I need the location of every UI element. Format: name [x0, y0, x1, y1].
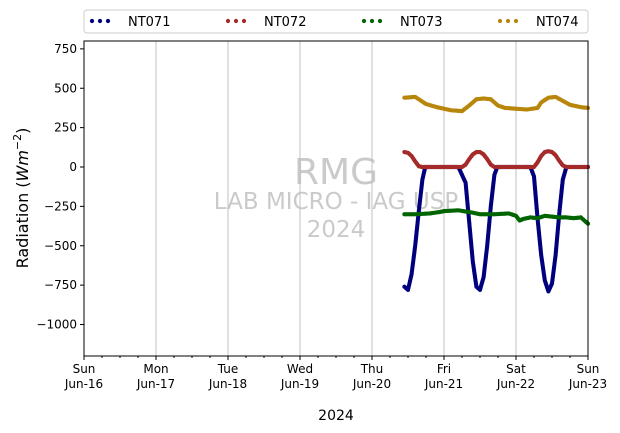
x-tick-label-date: Jun-16: [64, 377, 103, 391]
x-tick-label-dow: Fri: [437, 362, 451, 376]
x-tick-label-dow: Sun: [73, 362, 96, 376]
y-tick-label: −500: [44, 239, 77, 253]
x-axis-label: 2024: [318, 408, 354, 424]
x-tick-label-dow: Wed: [287, 362, 313, 376]
y-axis-label: Radiation (Wm−2): [11, 128, 32, 269]
legend-label: NT074: [536, 15, 578, 30]
watermark-line-3: 2024: [307, 217, 366, 243]
watermark-line-1: RMG: [294, 152, 378, 193]
legend: NT071 NT072 NT073 NT074: [83, 9, 589, 34]
legend-box: [83, 9, 589, 34]
series-NT073: [402, 208, 591, 226]
legend-marker: [505, 18, 511, 24]
x-tick-label-dow: Thu: [360, 362, 384, 376]
legend-entry-NT074: NT074: [497, 15, 578, 30]
x-tick-label-date: Jun-18: [208, 377, 247, 391]
x-tick-label-date: Jun-22: [496, 377, 535, 391]
data-series: [402, 94, 591, 294]
legend-marker: [233, 18, 239, 24]
y-axis-label-unit: Wm: [13, 150, 32, 181]
x-tick-label-date: Jun-20: [352, 377, 391, 391]
y-axis-label-close: ): [13, 128, 32, 134]
series-NT072: [402, 149, 591, 170]
x-axis-ticks: SunJun-16MonJun-17TueJun-18WedJun-19ThuJ…: [64, 356, 607, 391]
y-tick-label: −1000: [36, 318, 77, 332]
x-tick-label-dow: Sat: [506, 362, 526, 376]
legend-marker: [369, 18, 375, 24]
gridlines: [155, 41, 517, 356]
y-tick-label: −750: [44, 278, 77, 292]
legend-marker: [89, 18, 95, 24]
legend-entry-NT071: NT071: [89, 15, 170, 30]
x-tick-label-dow: Sun: [577, 362, 600, 376]
legend-marker: [497, 18, 503, 24]
x-tick-label-date: Jun-21: [424, 377, 463, 391]
legend-entry-NT073: NT073: [361, 15, 442, 30]
series-NT071: [402, 164, 591, 294]
y-axis-label-main: Radiation (: [13, 181, 32, 268]
legend-marker: [225, 18, 231, 24]
x-tick-label-date: Jun-23: [568, 377, 607, 391]
y-axis-ticks: −1000 −750 −500 −250 0 250 500 750: [36, 42, 84, 332]
legend-label: NT071: [128, 15, 170, 30]
series-NT074: [402, 94, 591, 114]
y-axis-label-exponent: −2: [11, 134, 24, 150]
legend-marker: [97, 18, 103, 24]
y-tick-label: 750: [54, 42, 77, 56]
y-tick-label: 250: [54, 121, 77, 135]
legend-marker: [105, 18, 111, 24]
legend-marker: [361, 18, 367, 24]
x-tick-label-dow: Tue: [217, 362, 239, 376]
legend-entry-NT072: NT072: [225, 15, 306, 30]
legend-marker: [241, 18, 247, 24]
x-tick-label-date: Jun-17: [136, 377, 175, 391]
y-tick-label: −250: [44, 199, 77, 213]
legend-label: NT073: [400, 15, 442, 30]
legend-marker: [513, 18, 519, 24]
y-tick-label: 0: [69, 160, 77, 174]
x-tick-label-dow: Mon: [143, 362, 168, 376]
legend-marker: [377, 18, 383, 24]
x-tick-label-date: Jun-19: [280, 377, 319, 391]
legend-label: NT072: [264, 15, 306, 30]
y-tick-label: 500: [54, 81, 77, 95]
